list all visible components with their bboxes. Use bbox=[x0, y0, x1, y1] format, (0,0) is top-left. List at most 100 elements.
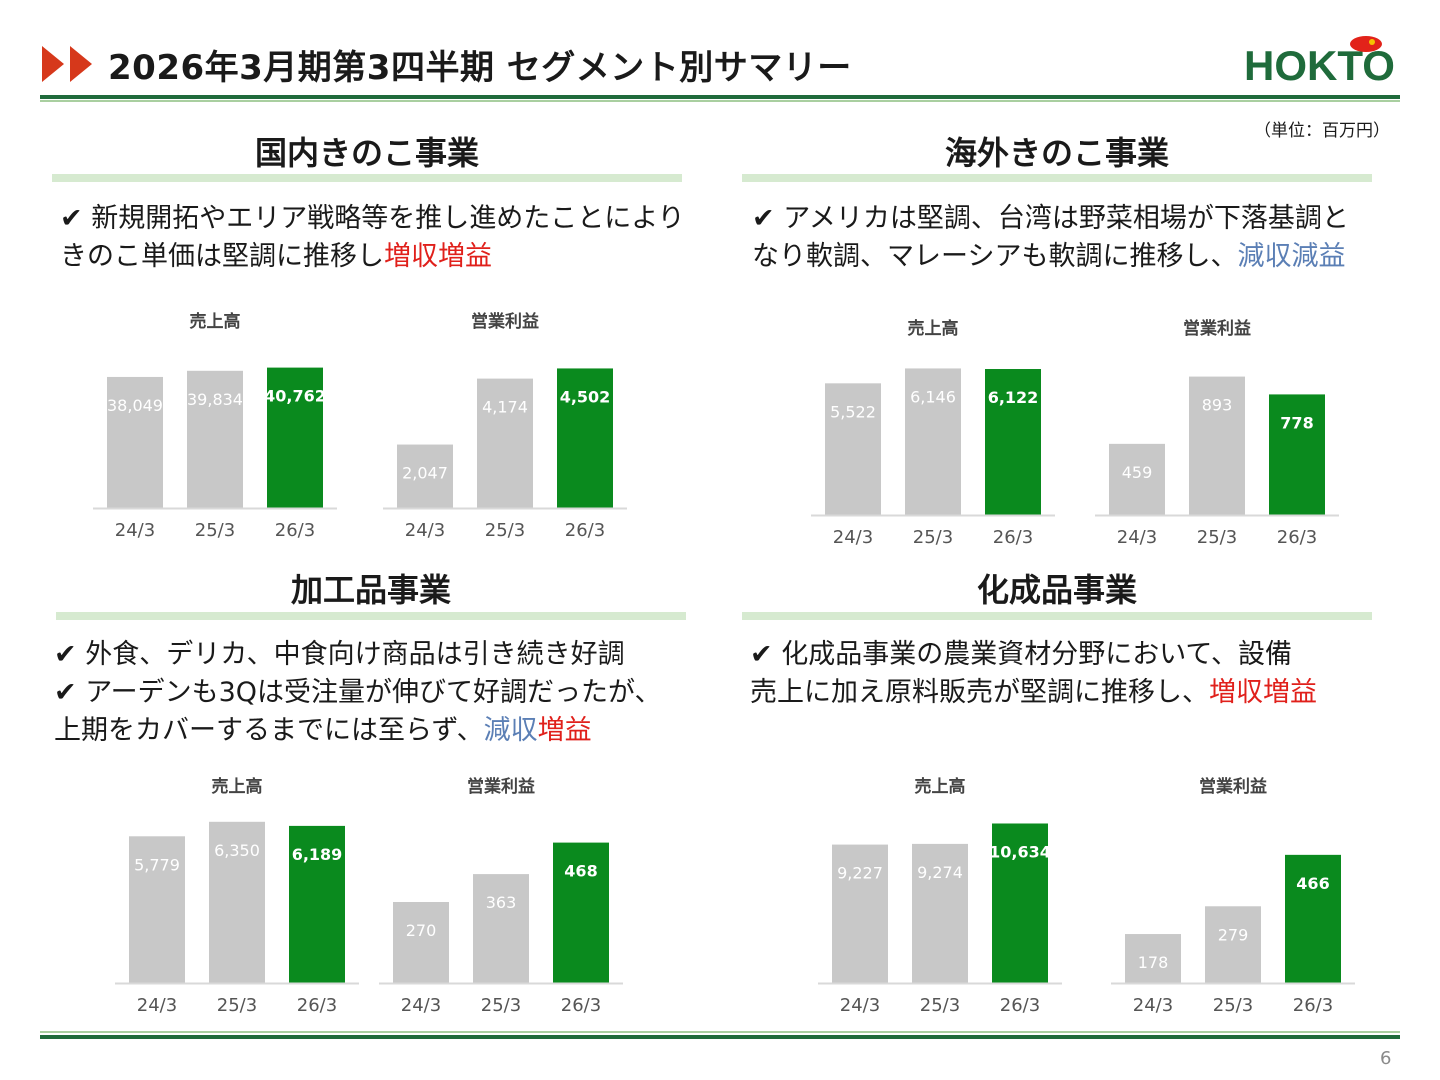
footer-rule bbox=[40, 1035, 1400, 1039]
chart-chemical-profit: 営業利益 178 24/3 279 25/3 466 26/3 bbox=[1111, 776, 1355, 1016]
section-title-overseas: 海外きのこ事業 bbox=[944, 134, 1169, 172]
chemical-line-2: 売上に加え原料販売が堅調に推移し、増収増益 bbox=[750, 674, 1317, 712]
bar-25-3 bbox=[912, 843, 968, 983]
tick-label: 24/3 bbox=[833, 527, 873, 548]
tick-label: 25/3 bbox=[481, 995, 521, 1016]
tick-label: 24/3 bbox=[1133, 995, 1173, 1016]
tick-label: 25/3 bbox=[195, 520, 235, 541]
data-label: 9,227 bbox=[837, 864, 883, 883]
data-label: 5,779 bbox=[134, 855, 180, 874]
bar-25-3 bbox=[1205, 906, 1261, 983]
tick-label: 24/3 bbox=[401, 995, 441, 1016]
data-label: 459 bbox=[1122, 463, 1153, 482]
bar-26-3 bbox=[289, 825, 345, 983]
tick-label: 26/3 bbox=[565, 520, 605, 541]
chart-title: 売上高 bbox=[190, 311, 241, 332]
bar-26-3 bbox=[267, 367, 323, 508]
hokto-logo: HOKTO bbox=[1244, 36, 1395, 88]
chart-processed-profit: 営業利益 270 24/3 363 25/3 468 26/3 bbox=[379, 776, 623, 1016]
overseas-line-2: なり軟調、マレーシアも軟調に推移し、減収減益 bbox=[752, 238, 1349, 276]
chemical-result: 増収増益 bbox=[1209, 677, 1317, 708]
tick-label: 24/3 bbox=[137, 995, 177, 1016]
data-label: 9,274 bbox=[917, 863, 963, 882]
bar-26-3 bbox=[985, 369, 1041, 515]
bar-24-3 bbox=[825, 383, 881, 515]
tick-label: 24/3 bbox=[115, 520, 155, 541]
tick-label: 25/3 bbox=[1197, 527, 1237, 548]
chemical-line-2-text: 売上に加え原料販売が堅調に推移し、 bbox=[750, 677, 1209, 708]
bar-24-3 bbox=[107, 376, 163, 508]
tick-label: 26/3 bbox=[1293, 995, 1333, 1016]
processed-result-sales: 減収 bbox=[483, 715, 538, 746]
data-label: 2,047 bbox=[402, 464, 448, 483]
title-arrows-icon bbox=[42, 46, 92, 82]
tick-label: 25/3 bbox=[913, 527, 953, 548]
unit-note: （単位：百万円） bbox=[1254, 121, 1390, 141]
processed-result-profit: 増益 bbox=[537, 715, 592, 746]
bar-26-3 bbox=[992, 823, 1048, 983]
data-label: 468 bbox=[564, 862, 597, 881]
header-rule bbox=[40, 95, 1400, 99]
data-label: 5,522 bbox=[830, 402, 876, 421]
chemical-line-1: ✔ 化成品事業の農業資材分野において、設備 bbox=[750, 639, 1293, 670]
data-label: 4,502 bbox=[560, 387, 611, 406]
domestic-line-2-text: きのこ単価は堅調に推移し bbox=[60, 241, 384, 272]
bar-26-3 bbox=[553, 842, 609, 983]
tick-label: 25/3 bbox=[920, 995, 960, 1016]
data-label: 178 bbox=[1138, 953, 1169, 972]
bar-24-3 bbox=[397, 444, 453, 508]
data-label: 10,634 bbox=[989, 842, 1051, 861]
chart-chemical-sales: 売上高 9,227 24/3 9,274 25/3 10,634 26/3 bbox=[818, 776, 1062, 1016]
tick-label: 25/3 bbox=[1213, 995, 1253, 1016]
tick-label: 25/3 bbox=[217, 995, 257, 1016]
tick-label: 26/3 bbox=[993, 527, 1033, 548]
chemical-description: ✔ 化成品事業の農業資材分野において、設備 売上に加え原料販売が堅調に推移し、増… bbox=[750, 636, 1317, 712]
tick-label: 26/3 bbox=[1000, 995, 1040, 1016]
footer-rule-light bbox=[40, 1031, 1400, 1033]
data-label: 6,146 bbox=[910, 387, 956, 406]
data-label: 6,189 bbox=[292, 845, 343, 864]
data-label: 40,762 bbox=[264, 387, 326, 406]
chart-domestic-sales: 売上高 38,049 24/3 39,834 25/3 40,762 26/3 bbox=[93, 311, 337, 541]
chart-overseas-sales: 売上高 5,522 24/3 6,146 25/3 6,122 26/3 bbox=[811, 318, 1055, 548]
section-rule-processed bbox=[56, 612, 686, 620]
data-label: 279 bbox=[1218, 925, 1249, 944]
section-title-processed: 加工品事業 bbox=[290, 571, 451, 609]
data-label: 6,350 bbox=[214, 841, 260, 860]
bar-24-3 bbox=[832, 844, 888, 983]
tick-label: 24/3 bbox=[405, 520, 445, 541]
data-label: 39,834 bbox=[187, 390, 243, 409]
bar-24-3 bbox=[393, 902, 449, 983]
bar-24-3 bbox=[129, 836, 185, 983]
bar-24-3 bbox=[1109, 443, 1165, 515]
overseas-line-1: ✔ アメリカは堅調、台湾は野菜相場が下落基調と bbox=[752, 203, 1349, 234]
bar-26-3 bbox=[1285, 854, 1341, 983]
overseas-description: ✔ アメリカは堅調、台湾は野菜相場が下落基調と なり軟調、マレーシアも軟調に推移… bbox=[752, 200, 1349, 276]
chart-title: 営業利益 bbox=[1199, 776, 1267, 797]
section-rule-domestic bbox=[52, 174, 682, 182]
bar-26-3 bbox=[1269, 394, 1325, 515]
processed-line-3: 上期をカバーするまでには至らず、減収増益 bbox=[54, 712, 661, 750]
bar-24-3 bbox=[1125, 934, 1181, 983]
chart-title: 営業利益 bbox=[467, 776, 535, 797]
tick-label: 26/3 bbox=[561, 995, 601, 1016]
page-title: 2026年3月期第3四半期 セグメント別サマリー bbox=[108, 48, 852, 88]
section-rule-overseas bbox=[742, 174, 1372, 182]
chart-title: 売上高 bbox=[915, 776, 966, 797]
domestic-description: ✔ 新規開拓やエリア戦略等を推し進めたことにより きのこ単価は堅調に推移し増収増… bbox=[60, 200, 685, 276]
chart-title: 売上高 bbox=[212, 776, 263, 797]
bar-26-3 bbox=[557, 368, 613, 508]
tick-label: 25/3 bbox=[485, 520, 525, 541]
header-rule-light bbox=[40, 100, 1400, 102]
processed-description: ✔ 外食、デリカ、中食向け商品は引き続き好調 ✔ アーデンも3Qは受注量が伸びて… bbox=[54, 636, 661, 750]
data-label: 6,122 bbox=[988, 388, 1039, 407]
overseas-result: 減収減益 bbox=[1237, 241, 1346, 272]
tick-label: 24/3 bbox=[840, 995, 880, 1016]
chart-overseas-profit: 営業利益 459 24/3 893 25/3 778 26/3 bbox=[1095, 318, 1339, 548]
page-number: 6 bbox=[1380, 1048, 1392, 1069]
bar-25-3 bbox=[187, 370, 243, 508]
chart-domestic-profit: 営業利益 2,047 24/3 4,174 25/3 4,502 26/3 bbox=[383, 311, 627, 541]
tick-label: 26/3 bbox=[1277, 527, 1317, 548]
tick-label: 26/3 bbox=[275, 520, 315, 541]
tick-label: 24/3 bbox=[1117, 527, 1157, 548]
